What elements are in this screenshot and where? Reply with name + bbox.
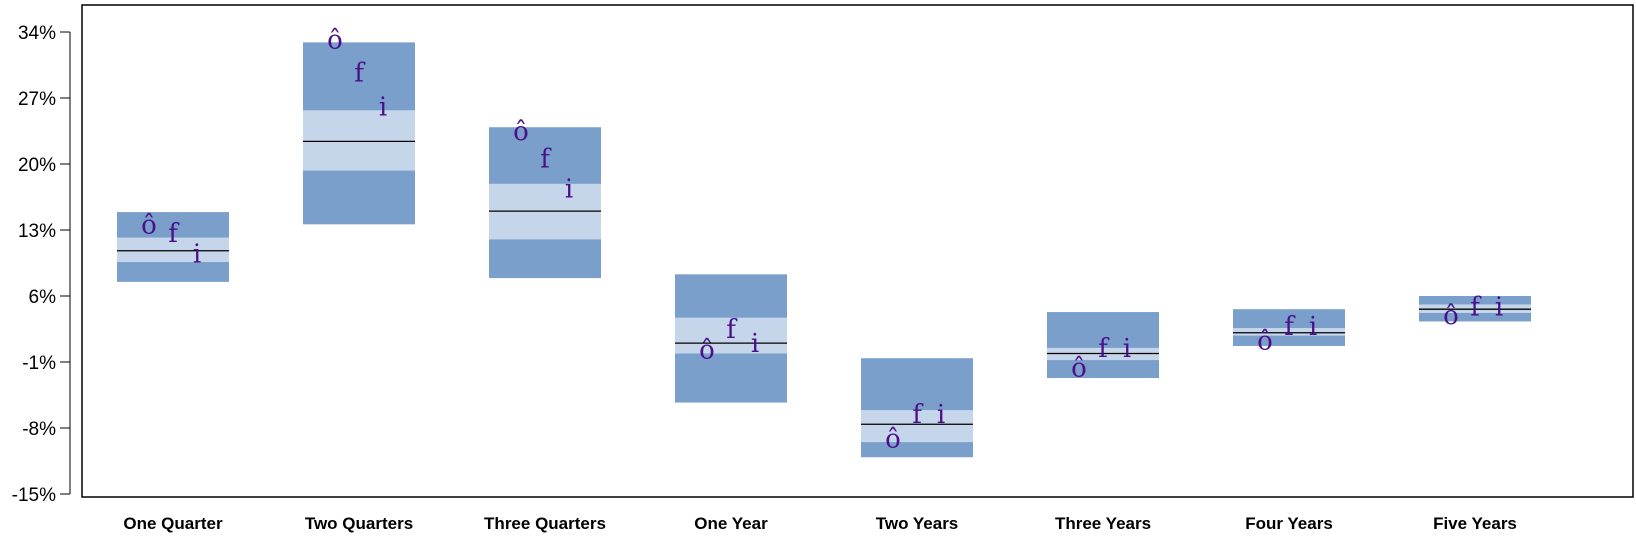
marker-f: f [912, 400, 924, 430]
x-category-label: Two Years [876, 514, 959, 533]
x-category-label: Three Years [1055, 514, 1151, 533]
marker-f: f [540, 144, 552, 174]
y-tick-label: 6% [29, 287, 57, 308]
x-category-label: Three Quarters [484, 514, 606, 533]
marker-f: f [1470, 292, 1482, 322]
marker-o-hat: ô [699, 336, 715, 366]
marker-i: i [1309, 312, 1317, 342]
marker-f: f [1284, 312, 1296, 342]
inner-band [303, 110, 415, 171]
marker-i: i [565, 174, 573, 204]
x-category-label: Five Years [1433, 514, 1517, 533]
inner-band [861, 410, 973, 443]
range-box: ôfi [489, 117, 601, 279]
marker-i: i [1495, 292, 1503, 322]
outer-band [1233, 309, 1345, 346]
x-category-label: Four Years [1245, 514, 1333, 533]
marker-o-hat: ô [141, 210, 157, 240]
marker-f: f [354, 58, 366, 88]
x-category-label: One Year [694, 514, 768, 533]
y-tick-label: 13% [18, 221, 56, 242]
outer-band [1047, 312, 1159, 379]
y-axis: 34% 27% 20% 13% 6% -1% -8% -15% [12, 23, 71, 506]
x-axis-labels: One Quarter Two Quarters Three Quarters One… [123, 514, 1517, 533]
marker-o-hat: ô [885, 424, 901, 454]
x-category-label: Two Quarters [305, 514, 413, 533]
marker-i: i [937, 400, 945, 430]
marker-f: f [726, 315, 738, 345]
marker-o-hat: ô [513, 117, 529, 147]
marker-o-hat: ô [1257, 326, 1273, 356]
marker-o-hat: ô [1071, 354, 1087, 384]
marker-i: i [193, 240, 201, 270]
marker-f: f [168, 219, 180, 249]
inner-band [675, 317, 787, 354]
marker-i: i [751, 329, 759, 359]
y-tick-label: -15% [12, 485, 56, 506]
inner-band [1233, 328, 1345, 336]
marker-o-hat: ô [327, 25, 343, 55]
y-tick-label: -8% [22, 419, 56, 440]
range-box: ôfi [303, 25, 415, 225]
plot-frame [81, 4, 1634, 498]
marker-i: i [1123, 334, 1131, 364]
inner-band [117, 237, 229, 263]
marker-i: i [379, 92, 387, 122]
marker-f: f [1098, 334, 1110, 364]
y-tick-label: -1% [22, 353, 56, 374]
y-tick-label: 20% [18, 155, 56, 176]
x-category-label: One Quarter [123, 514, 223, 533]
marker-o-hat: ô [1443, 301, 1459, 331]
y-tick-label: 27% [18, 89, 56, 110]
y-tick-label: 34% [18, 23, 56, 44]
